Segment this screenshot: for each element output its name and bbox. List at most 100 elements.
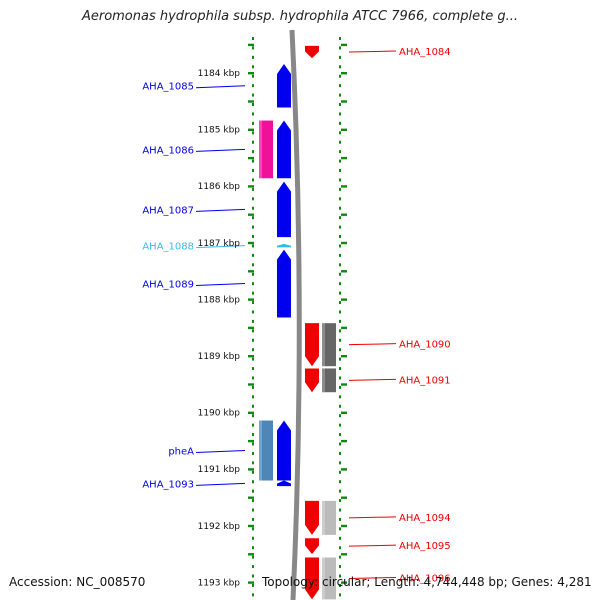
minor-tick [252,46,254,50]
major-tick [341,128,347,131]
minor-tick [252,140,254,144]
gene-label[interactable]: AHA_1088 [142,242,194,253]
minor-tick [339,367,341,371]
major-tick [341,156,347,160]
minor-tick [339,489,341,493]
major-tick [341,383,347,386]
major-tick [341,270,347,273]
gene-leader-line [195,245,246,249]
gene-arrow[interactable] [277,480,291,487]
gene-arrow[interactable] [277,249,291,318]
minor-tick [252,348,254,352]
gene-label[interactable]: AHA_1095 [399,541,451,552]
minor-tick [252,197,254,201]
gene-label[interactable]: AHA_1087 [142,205,194,216]
major-tick [248,72,254,75]
accession-text: Accession: NC_008570 [9,575,146,589]
gene-arrow[interactable] [305,368,319,393]
minor-tick [252,329,254,333]
major-tick [248,553,254,556]
minor-tick [339,235,341,239]
minor-tick [252,451,254,455]
gene-label[interactable]: AHA_1091 [399,375,451,386]
minor-tick [252,357,254,361]
minor-tick [252,310,254,314]
feature-mark [322,368,336,393]
major-tick [248,156,254,160]
gene-arrow[interactable] [305,557,319,600]
major-tick [248,213,254,216]
minor-tick [339,178,341,182]
minor-tick [339,65,341,69]
minor-tick [252,112,254,116]
feature-mark [259,420,273,481]
minor-tick [339,225,341,229]
feature-tracks [259,120,336,600]
minor-tick [339,197,341,201]
minor-tick [339,74,341,78]
minor-tick [339,376,341,380]
major-tick [248,241,254,245]
minor-tick [252,423,254,427]
minor-tick [252,385,254,389]
gene-leader-line [348,378,397,381]
minor-tick [252,178,254,182]
major-tick [248,383,254,386]
map-title: Aeromonas hydrophila subsp. hydrophila A… [81,9,519,24]
gene-label[interactable]: AHA_1096 [399,573,451,584]
minor-tick [252,376,254,380]
backbone [289,29,302,600]
minor-tick [252,244,254,248]
minor-tick [339,433,341,437]
tick-marks [248,37,347,597]
minor-tick [339,206,341,210]
scale-label: 1193 kbp [198,578,241,588]
gene-label[interactable]: AHA_1086 [142,145,194,156]
minor-tick [252,404,254,408]
gene-arrow[interactable] [277,420,291,481]
minor-tick [252,338,254,342]
major-tick [341,468,347,471]
minor-tick [252,253,254,257]
minor-tick [339,517,341,521]
gene-label[interactable]: AHA_1090 [399,340,451,351]
minor-tick [339,470,341,474]
minor-tick [252,235,254,239]
topology-text: Topology: circular; Length: 4,744,448 bp… [262,575,592,589]
gene-leader-line [348,576,397,579]
minor-tick [252,517,254,521]
major-tick [248,411,254,414]
scale-label: 1188 kbp [198,295,241,305]
minor-tick [252,565,254,569]
minor-tick [252,508,254,512]
minor-tick [339,536,341,540]
gene-label[interactable]: AHA_1093 [142,479,194,490]
gene-arrow[interactable] [305,538,319,555]
gene-arrow[interactable] [277,181,291,238]
gene-arrow[interactable] [277,243,291,248]
gene-arrow[interactable] [305,323,319,367]
minor-tick [339,461,341,465]
gene-arrow[interactable] [305,500,319,535]
gene-label[interactable]: AHA_1094 [399,513,451,524]
minor-tick [339,103,341,107]
gene-arrow[interactable] [277,120,291,179]
minor-tick [252,593,254,597]
gene-arrow[interactable] [305,45,319,59]
gene-label[interactable]: AHA_1089 [142,280,194,291]
gene-arrow[interactable] [277,63,291,108]
major-tick [341,298,347,301]
minor-tick [339,84,341,88]
gene-labels: AHA_1084 AHA_1085 AHA_1086 AHA_1087 AHA_1088… [142,47,450,584]
minor-tick [339,451,341,455]
gene-label[interactable]: AHA_1084 [399,47,451,58]
minor-tick [339,348,341,352]
minor-tick [339,159,341,163]
minor-tick [252,536,254,540]
gene-label[interactable]: AHA_1085 [142,82,194,93]
gene-label[interactable]: pheA [168,447,194,458]
minor-tick [339,253,341,257]
minor-tick [252,37,254,40]
minor-tick [252,319,254,323]
scale-label: 1191 kbp [198,465,241,475]
